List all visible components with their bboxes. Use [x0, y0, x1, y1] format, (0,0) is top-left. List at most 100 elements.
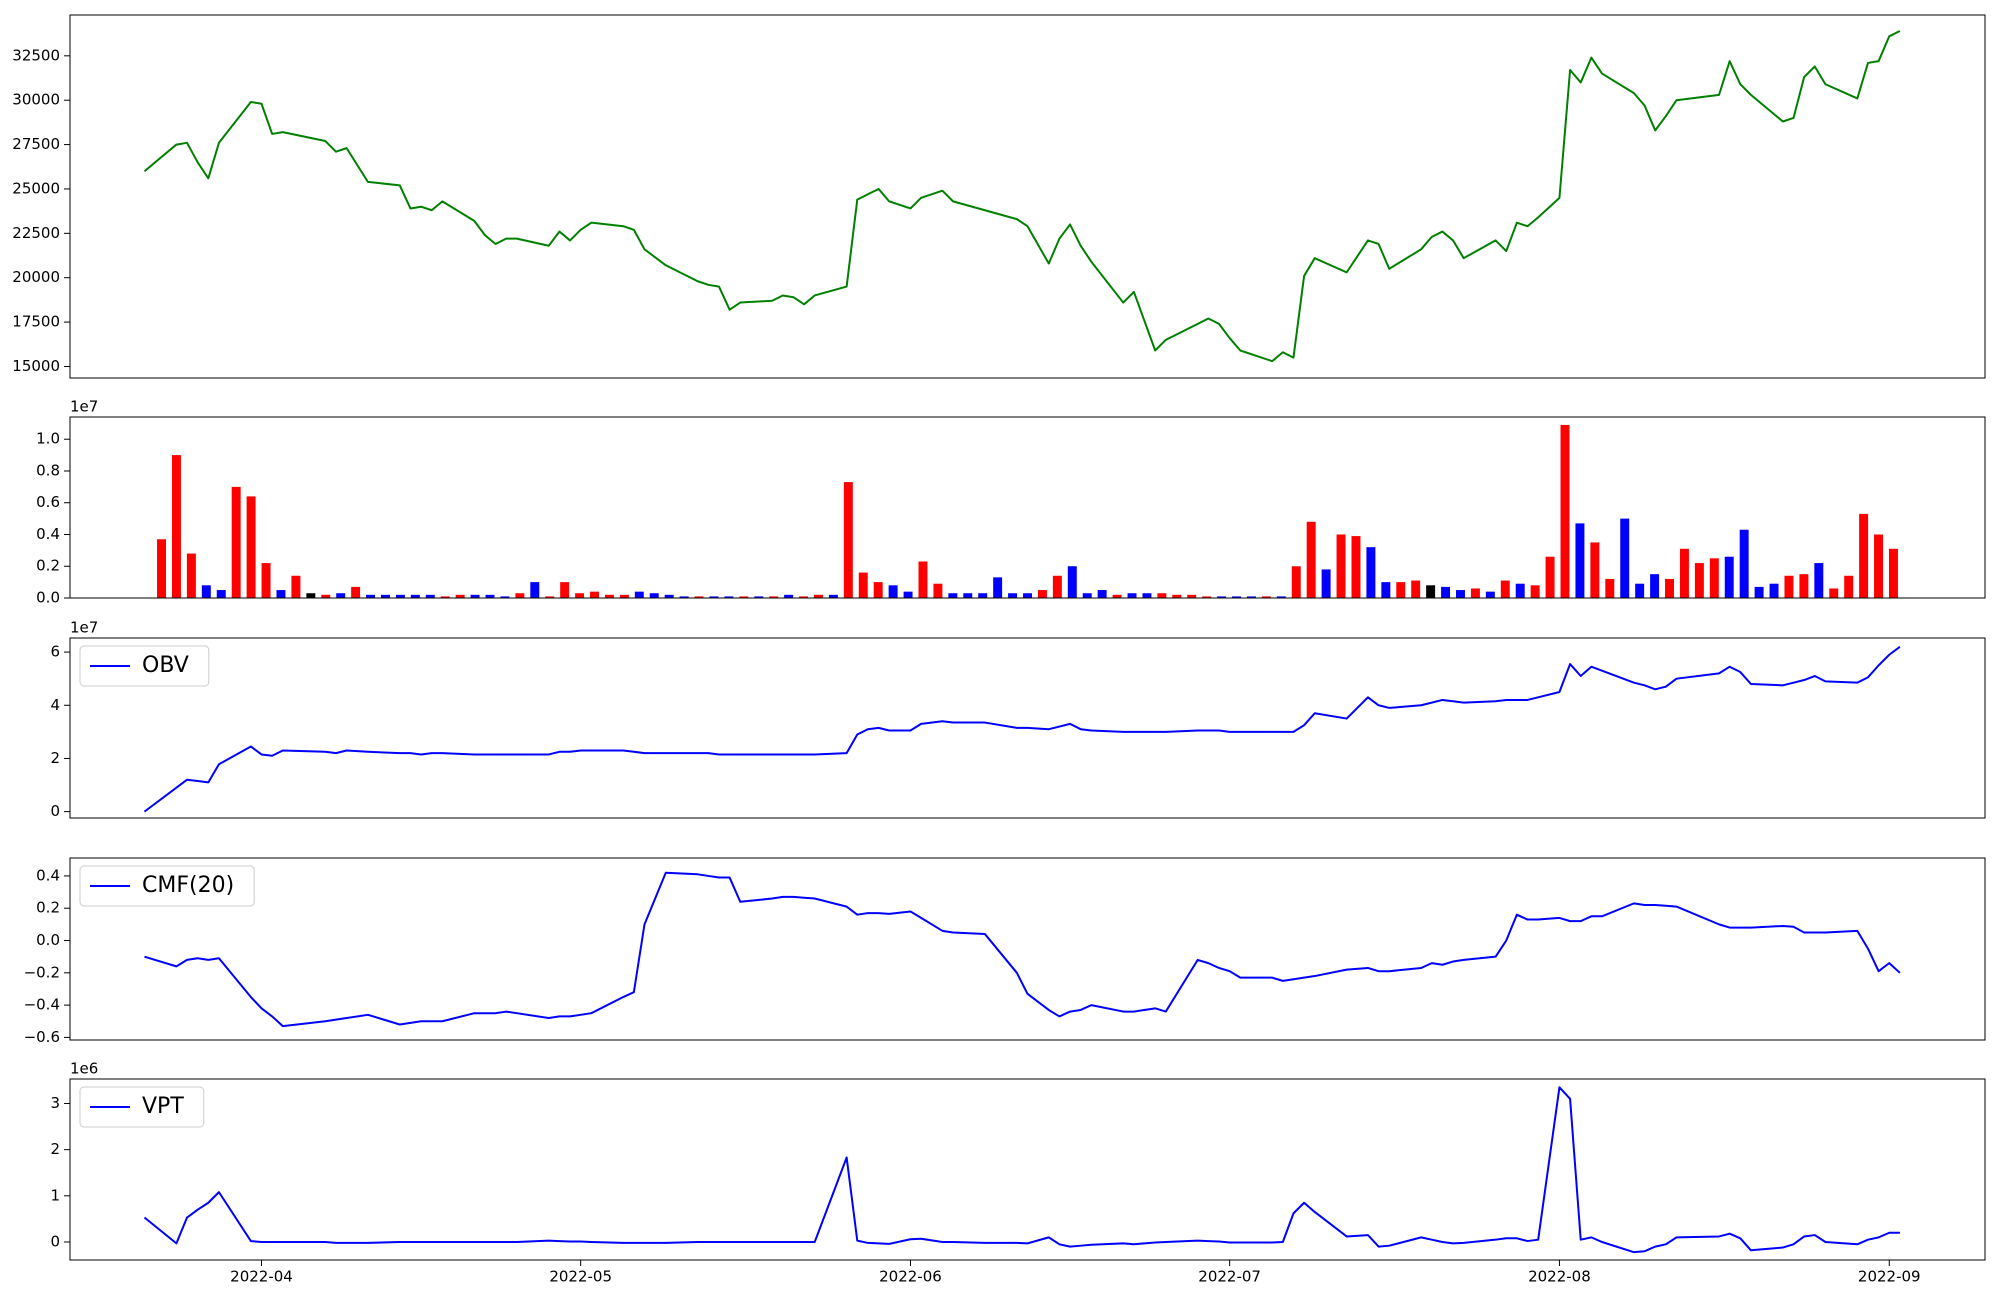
volume-bar: [1142, 593, 1152, 598]
volume-bar: [1665, 578, 1674, 598]
x-tick-label: 2022-07: [1198, 1268, 1261, 1286]
y-tick-label: 25000: [12, 179, 60, 197]
plot-frame: [69, 1078, 1986, 1261]
volume-bar: [1515, 583, 1525, 598]
volume-bar: [1575, 523, 1585, 598]
legend-label: VPT: [142, 1094, 184, 1119]
volume-bar: [828, 594, 838, 598]
y-tick-label: 0.0: [36, 931, 60, 949]
volume-bar: [769, 596, 779, 598]
volume-bar: [694, 596, 704, 598]
data-line: [143, 1086, 1900, 1254]
volume-bar: [1321, 569, 1331, 598]
volume-bar: [1485, 591, 1495, 598]
volume-bar: [604, 594, 614, 598]
volume-bar: [933, 583, 943, 598]
legend-box: [79, 1086, 205, 1128]
volume-bar: [395, 594, 405, 598]
volume-bar: [619, 594, 629, 598]
volume-bar: [1739, 529, 1749, 598]
volume-bar: [485, 594, 495, 598]
y-tick-label: 0.4: [36, 525, 60, 543]
volume-bar: [754, 596, 764, 598]
volume-bar: [978, 593, 988, 598]
volume-bar: [963, 593, 973, 598]
volume-bar: [1261, 596, 1271, 598]
y-tick-label: 0.8: [36, 461, 60, 479]
plot-frame: [69, 416, 1986, 599]
volume-bar: [455, 594, 465, 598]
axis-offset-label: 1e7: [70, 398, 98, 416]
volume-bar: [1859, 513, 1869, 598]
volume-bar: [1784, 575, 1794, 598]
y-tick-label: 0.2: [36, 899, 60, 917]
volume-bar: [1590, 542, 1600, 598]
y-tick-label: 0.0: [36, 589, 60, 607]
axis-offset-label: 1e7: [70, 619, 98, 637]
volume-bar: [470, 594, 480, 598]
y-tick-label: 0: [50, 802, 60, 820]
volume-bar: [1754, 586, 1764, 598]
volume-bar: [575, 593, 585, 598]
plot-frame: [69, 637, 1986, 819]
y-tick-label: 0.6: [36, 493, 60, 511]
x-tick-label: 2022-06: [879, 1268, 942, 1286]
volume-bar: [993, 577, 1003, 598]
volume-bar: [1470, 588, 1480, 598]
legend-label: OBV: [142, 653, 189, 678]
volume-bar: [276, 590, 286, 598]
y-tick-label: 2: [50, 749, 60, 767]
x-tick-label: 2022-05: [549, 1268, 612, 1286]
volume-bar: [634, 591, 644, 598]
y-tick-label: 6: [50, 643, 60, 661]
y-tick-label: 0.4: [36, 866, 60, 884]
plot-frame: [69, 14, 1986, 379]
volume-bar: [948, 593, 958, 598]
volume-bar: [739, 596, 749, 598]
volume-bar: [873, 582, 883, 598]
volume-bar: [1650, 574, 1660, 598]
volume-bar: [1769, 583, 1779, 598]
volume-bar: [1276, 596, 1286, 598]
volume-bar: [1799, 574, 1809, 598]
volume-bar: [545, 596, 555, 598]
y-tick-label: −0.2: [24, 963, 60, 981]
volume-bar: [784, 594, 794, 598]
y-tick-label: 30000: [12, 91, 60, 109]
volume-bar: [515, 593, 525, 598]
volume-bar: [813, 594, 823, 598]
volume-bar: [649, 593, 659, 598]
volume-bar: [1336, 534, 1346, 598]
volume-bar: [171, 455, 181, 598]
volume-bar: [799, 596, 809, 598]
volume-bar: [306, 593, 316, 598]
volume-bar: [1709, 558, 1719, 598]
y-tick-label: 4: [50, 696, 60, 714]
volume-bar: [1008, 593, 1018, 598]
y-tick-label: 27500: [12, 135, 60, 153]
volume-bar: [201, 585, 211, 598]
volume-bar: [858, 572, 868, 598]
volume-bar: [530, 582, 540, 598]
volume-bar: [1157, 593, 1167, 598]
volume-bar: [1530, 585, 1540, 598]
y-tick-label: 32500: [12, 46, 60, 64]
volume-bar: [1411, 580, 1421, 598]
volume-bar: [1500, 580, 1510, 598]
volume-bar: [1082, 593, 1092, 598]
volume-bar: [1441, 586, 1451, 598]
volume-bar: [336, 593, 346, 598]
volume-bar: [1844, 575, 1854, 598]
volume-bar: [918, 561, 928, 598]
volume-bar: [366, 594, 376, 598]
legend-box: [79, 645, 210, 687]
volume-bar: [381, 594, 390, 598]
y-tick-label: 17500: [12, 313, 60, 331]
volume-bar: [1291, 566, 1301, 598]
y-tick-label: −0.4: [24, 996, 60, 1014]
volume-bar: [1172, 594, 1182, 598]
volume-bar: [1605, 578, 1615, 598]
volume-bar: [261, 563, 271, 598]
